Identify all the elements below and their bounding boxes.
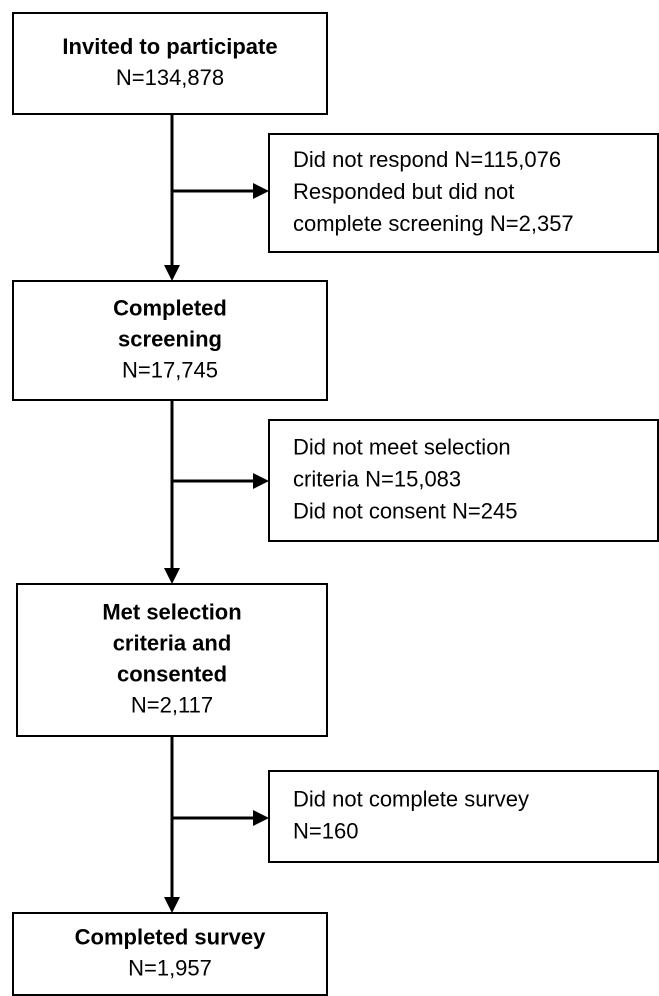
exclusion-text: criteria N=15,083 bbox=[293, 466, 461, 491]
step-box bbox=[12, 280, 328, 401]
step-box bbox=[12, 12, 328, 115]
step-box bbox=[12, 912, 328, 996]
exclusion-box bbox=[268, 133, 659, 253]
step-count: N=2,117 bbox=[131, 692, 213, 717]
step-title: Met selection bbox=[102, 599, 241, 624]
step-title: criteria and bbox=[113, 630, 232, 655]
step-title: consented bbox=[117, 661, 227, 686]
arrow-head bbox=[253, 810, 269, 826]
exclusion-box bbox=[268, 770, 659, 863]
exclusion-text: Did not consent N=245 bbox=[293, 498, 517, 523]
arrow-head bbox=[164, 568, 180, 584]
step-count: N=134,878 bbox=[116, 65, 224, 90]
arrow-head bbox=[253, 473, 269, 489]
step-title: Completed survey bbox=[75, 924, 266, 949]
exclusion-text: N=160 bbox=[293, 818, 358, 843]
exclusion-text: Responded but did not bbox=[293, 179, 514, 204]
step-box bbox=[16, 583, 328, 737]
exclusion-text: Did not meet selection bbox=[293, 434, 511, 459]
exclusion-text: complete screening N=2,357 bbox=[293, 211, 574, 236]
exclusion-text: Did not complete survey bbox=[293, 786, 529, 811]
step-title: Invited to participate bbox=[62, 34, 277, 59]
step-title: Completed bbox=[113, 295, 227, 320]
exclusion-box bbox=[268, 419, 659, 542]
exclusion-text: Did not respond N=115,076 bbox=[293, 147, 561, 172]
arrow-head bbox=[164, 265, 180, 281]
arrow-head bbox=[253, 183, 269, 199]
step-count: N=1,957 bbox=[128, 955, 212, 980]
step-count: N=17,745 bbox=[122, 357, 218, 382]
arrow-head bbox=[164, 897, 180, 913]
step-title: screening bbox=[118, 326, 222, 351]
